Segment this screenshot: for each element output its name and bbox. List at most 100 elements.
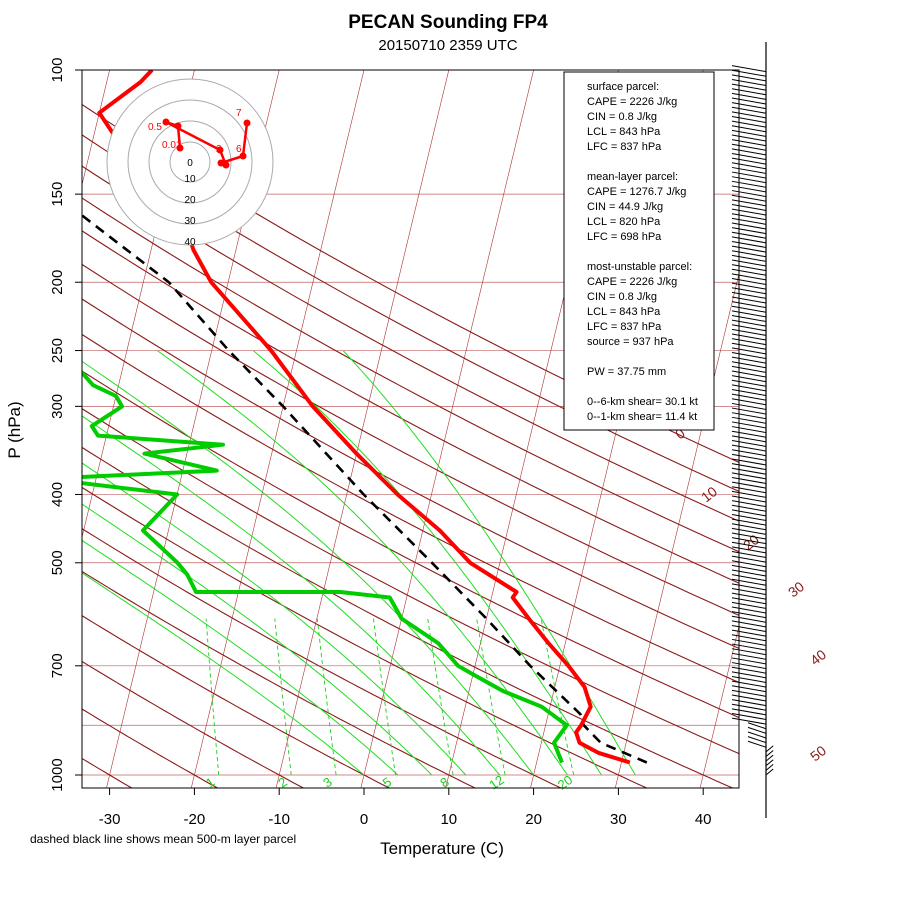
wind-barb [731,638,767,646]
wind-barb [731,500,767,508]
y-tick-label: 250 [49,338,66,363]
x-tick-label: 10 [440,811,457,828]
wind-barb [731,435,767,443]
wind-barb [731,379,767,387]
wind-barb [731,518,767,526]
wind-barb [731,88,767,96]
hodograph-point [176,144,184,152]
info-line: 0--1-km shear= 11.4 kt [587,411,697,423]
wind-barb [731,333,767,341]
wind-barb [731,356,767,364]
wind-barb [731,389,767,397]
x-tick-label: 20 [525,811,542,828]
wind-barb [731,287,767,295]
wind-barb [731,597,767,605]
wind-barb [731,652,767,660]
wind-barb [731,328,767,336]
wind-barb [731,259,767,267]
wind-barb [731,69,767,77]
dry-adiabat-label: 30 [785,578,807,600]
wind-barb [731,213,767,221]
wind-barb [731,421,767,429]
info-box-frame [563,71,715,431]
moist-adiabat [82,503,433,776]
wind-barb [731,560,767,568]
wind-barb [731,319,767,327]
info-line: CIN = 0.8 J/kg [587,111,657,123]
mixing-ratio-label: 12 [486,772,506,793]
moist-adiabat [342,350,636,776]
hodograph-point [217,159,225,167]
hodograph: 0 10 20 30 40 0.010.5 2 6 7 [106,78,274,248]
hodograph-ring-label: 20 [184,195,196,206]
wind-barb [731,426,767,434]
dry-adiabat-label: 10 [698,483,720,505]
y-tick-label: 200 [49,270,66,295]
wind-barb [731,139,767,147]
wind-barb [731,439,767,447]
wind-barb [731,143,767,151]
info-line: 0--6-km shear= 30.1 kt [587,396,698,408]
wind-barb [765,745,774,753]
wind-barb [765,768,774,776]
y-tick-label: 300 [49,394,66,419]
wind-barb [731,615,767,623]
wind-barb [731,495,767,503]
info-line: CAPE = 2226 J/kg [587,96,677,108]
dry-adiabat [82,708,219,788]
hodograph-height-label: 0.5 [148,122,162,133]
wind-barb [731,185,767,193]
info-line: LFC = 698 hPa [587,231,662,243]
wind-barb [731,324,767,332]
wind-barb [731,537,767,545]
mixing-ratio-label: 20 [555,772,575,793]
hodograph-point [239,152,247,160]
wind-barb [731,583,767,591]
wind-barb [731,398,767,406]
wind-barb [731,685,767,693]
wind-barb [731,657,767,665]
wind-barb [731,551,767,559]
wind-barb [731,648,767,656]
wind-barb [731,171,767,179]
info-line: LCL = 843 hPa [587,306,661,318]
wind-barb [731,412,767,420]
wind-barb [731,315,767,323]
wind-barb [731,611,767,619]
info-line: PW = 37.75 mm [587,366,666,378]
info-line: CIN = 0.8 J/kg [587,291,657,303]
wind-barb [731,227,767,235]
info-line: source = 937 hPa [587,336,674,348]
hodograph-point [162,118,170,126]
hodograph-height-label: 6 [236,144,242,155]
info-box: surface parcel: CAPE = 2226 J/kg CIN = 0.8… [563,71,715,431]
chart-subtitle: 20150710 2359 UTC [378,37,517,54]
wind-barb [731,120,767,128]
wind-barb [731,708,767,716]
wind-barb [731,601,767,609]
y-tick-label: 1000 [49,758,66,791]
wind-barb [731,523,767,531]
wind-barb [731,588,767,596]
wind-barb [731,342,767,350]
hodograph-ring [127,99,253,225]
wind-barb [731,338,767,346]
wind-barb [731,481,767,489]
wind-barb [731,490,767,498]
dry-adiabat-label: 40 [807,646,829,668]
dry-adiabat [82,197,739,553]
wind-barb [731,717,767,725]
wind-barb [731,629,767,637]
axes: -30 -20 -10 0 10 20 30 401001502002503004005007… [49,57,712,828]
mixing-ratio-line [205,618,220,776]
info-line: LFC = 837 hPa [587,321,662,333]
wind-barb [731,643,767,651]
wind-barb [731,254,767,262]
wind-barb-column [731,42,774,818]
isotherm [869,70,900,793]
dry-adiabat [82,165,739,522]
dewpoint-line [82,369,569,764]
wind-barb [765,763,774,771]
mixing-ratio-line [372,618,397,776]
wind-barb [731,620,767,628]
